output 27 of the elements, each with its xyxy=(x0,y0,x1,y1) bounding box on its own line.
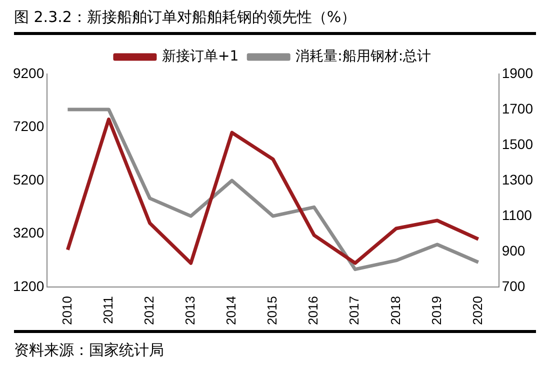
y2-tick-label: 700 xyxy=(502,278,526,294)
x-tick-label: 2010 xyxy=(59,296,74,325)
y2-tick-label: 1300 xyxy=(502,171,534,188)
y-tick-label: 9200 xyxy=(12,64,44,81)
y-tick-label: 1200 xyxy=(12,278,44,294)
x-tick-label: 2011 xyxy=(100,296,116,324)
x-tick-label: 2016 xyxy=(306,296,321,325)
x-tick-label: 2012 xyxy=(141,296,156,325)
text: 资料来源：国家统计局 xyxy=(14,330,536,360)
y2-tick-label: 1500 xyxy=(502,136,534,152)
legend-label: 新接订单+1 xyxy=(162,48,239,65)
x-tick-label: 2013 xyxy=(182,296,198,325)
y-tick-label: 3200 xyxy=(12,224,44,241)
y2-tick-label: 1700 xyxy=(502,100,534,116)
x-tick-label: 2020 xyxy=(470,296,485,325)
x-tick-label: 2015 xyxy=(264,296,280,325)
x-tick-label: 2018 xyxy=(388,296,403,325)
x-tick-label: 2019 xyxy=(428,296,444,325)
chart-title: 图 2.3.2：新接船舶订单对船舶耗钢的领先性（%） xyxy=(14,6,536,35)
legend-label: 消耗量:船用钢材:总计 xyxy=(296,48,432,65)
y2-tick-label: 1900 xyxy=(502,64,534,81)
y-tick-label: 5200 xyxy=(12,171,44,188)
y-tick-label: 7200 xyxy=(12,118,44,134)
y2-tick-label: 900 xyxy=(502,242,526,258)
x-tick-label: 2014 xyxy=(224,296,239,325)
y2-tick-label: 1100 xyxy=(502,206,532,223)
x-tick-label: 2017 xyxy=(346,296,362,325)
